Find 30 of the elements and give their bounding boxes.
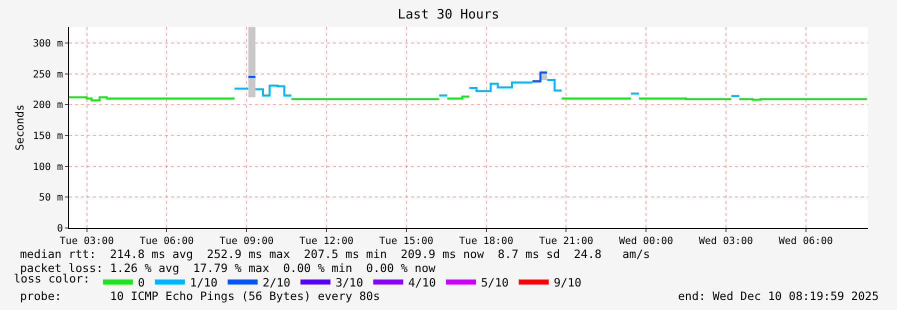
legend-label: 0: [138, 275, 145, 290]
y-tick-label: 200 m: [32, 100, 63, 112]
text: packet loss: 1.26 % avg 17.79 % max 0.00 % min 0.00 % now: [20, 261, 436, 275]
text: end: Wed Dec 10 08:19:59 2025: [678, 289, 879, 303]
y-tick-label: 250 m: [32, 69, 63, 80]
x-tick-label: Tue 18:00: [459, 236, 514, 247]
x-tick-label: Tue 21:00: [539, 236, 594, 247]
x-tick-label: Wed 00:00: [618, 236, 674, 247]
x-tick-label: Tue 06:00: [140, 236, 194, 247]
y-tick-label: 50 m: [38, 192, 63, 204]
legend-label: 9/10: [554, 275, 582, 290]
x-tick-label: Tue 15:00: [379, 236, 434, 247]
x-tick-label: Tue 12:00: [299, 236, 354, 247]
legend-label: 1/10: [190, 275, 218, 290]
chart-title: Last 30 Hours: [398, 8, 500, 23]
y-tick-label: 100 m: [32, 162, 63, 173]
y-axis-title: Seconds: [14, 104, 27, 151]
x-tick-label: Tue 09:00: [219, 236, 274, 247]
legend-label: 5/10: [480, 275, 509, 290]
y-tick-label: 150 m: [32, 131, 63, 142]
legend-label: 2/10: [262, 275, 290, 290]
legend-label: 3/10: [335, 275, 364, 290]
text: probe: 10 ICMP Echo Pings (56 Bytes) every 80s: [20, 289, 380, 303]
y-tick-label: 0: [56, 224, 63, 234]
text: median rtt: 214.8 ms avg 252.9 ms max 207.5 ms min 209.9 ms now 8.7 ms sd 24.8 am/s: [20, 247, 650, 261]
legend-label: 4/10: [408, 275, 436, 290]
x-tick-label: Wed 03:00: [698, 236, 754, 247]
x-tick-label: Tue 03:00: [60, 236, 114, 247]
x-tick-label: Wed 06:00: [778, 236, 833, 247]
y-tick-label: 300 m: [32, 38, 63, 50]
